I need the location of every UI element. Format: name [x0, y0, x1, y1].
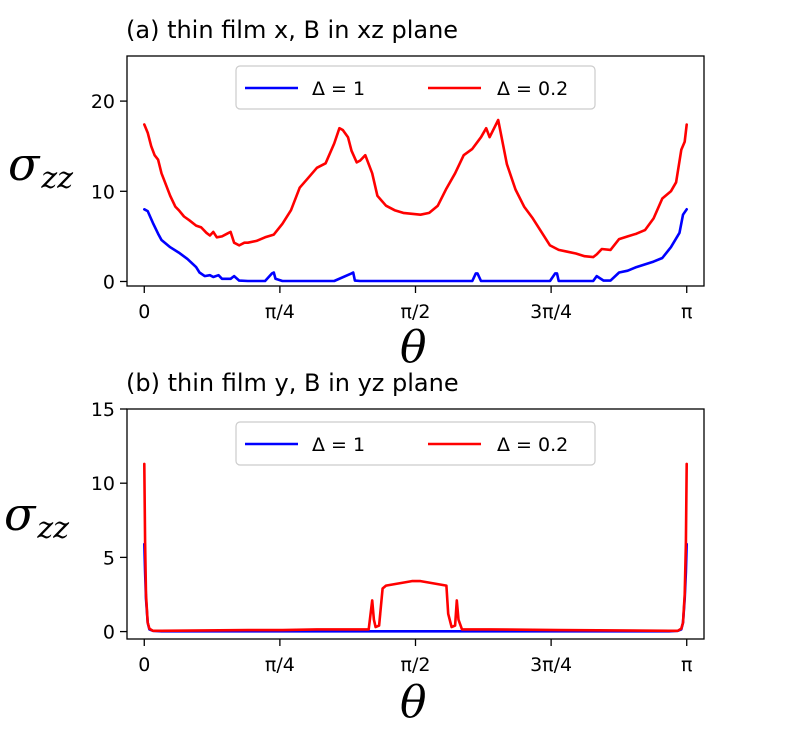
- panel-b-x-tick-label-5: π: [681, 654, 692, 676]
- panel-b-y-axis-label: σzz: [4, 487, 69, 546]
- panel-b-y-label-main: σ: [4, 487, 37, 541]
- panel-b-legend: Δ = 1 Δ = 0.2: [235, 421, 596, 466]
- panel-a-y-axis-label: σzz: [8, 137, 73, 196]
- panel-a: (a) thin film x, B in xz plane 0 π/4 π/2 3π…: [8, 16, 705, 373]
- panel-b-x-tick-label-1: 0: [138, 654, 150, 676]
- panel-a-x-tick-label-5: π: [681, 301, 692, 323]
- panel-b-y-tick-label-4: 15: [91, 399, 115, 421]
- panel-a-legend-box: [235, 65, 596, 110]
- panel-b-legend-label-2: Δ = 0.2: [497, 434, 568, 456]
- panel-a-y-tick-label-3: 20: [91, 91, 115, 113]
- panel-b-series-2-line: [143, 462, 688, 633]
- panel-a-x-tick-label-3: π/2: [401, 301, 431, 323]
- panel-a-y-tick-label-2: 10: [91, 181, 115, 203]
- panel-b-y-tick-label-2: 5: [103, 547, 115, 569]
- panel-b-series: [143, 462, 688, 633]
- panel-a-x-tick-label-1: 0: [138, 301, 150, 323]
- panel-a-series: [143, 118, 688, 283]
- panel-b-x-tick-label-3: π/2: [401, 654, 431, 676]
- panel-a-legend-label-1: Δ = 1: [312, 78, 365, 100]
- panel-a-series-2-line: [143, 118, 688, 259]
- panel-a-series-1-line: [143, 208, 688, 283]
- panel-b-x-tick-label-2: π/4: [265, 654, 295, 676]
- panel-b-y-label-sub: zz: [36, 511, 69, 546]
- panel-b-x-axis-label: θ: [400, 677, 427, 728]
- panel-a-ticks: 0 π/4 π/2 3π/4 π 0 10 20: [91, 91, 693, 323]
- panel-a-y-label-main: σ: [8, 137, 41, 191]
- panel-a-title: (a) thin film x, B in xz plane: [126, 16, 458, 44]
- panel-a-legend: Δ = 1 Δ = 0.2: [235, 65, 596, 110]
- panel-b: (b) thin film y, B in yz plane 0 π/4 π/2 3π…: [4, 369, 705, 728]
- panel-a-x-tick-label-4: 3π/4: [530, 301, 572, 323]
- panel-b-y-tick-label-1: 0: [103, 622, 115, 644]
- panel-b-title: (b) thin film y, B in yz plane: [126, 369, 459, 397]
- panel-b-ticks: 0 π/4 π/2 3π/4 π 0 5 10 15: [91, 399, 693, 676]
- panel-b-x-tick-label-4: 3π/4: [530, 654, 572, 676]
- panel-a-legend-label-2: Δ = 0.2: [497, 78, 568, 100]
- panel-b-y-tick-label-3: 10: [91, 473, 115, 495]
- panel-a-y-tick-label-1: 0: [103, 271, 115, 293]
- panel-b-legend-label-1: Δ = 1: [312, 434, 365, 456]
- panel-b-legend-box: [235, 421, 596, 466]
- panel-a-x-tick-label-2: π/4: [265, 301, 295, 323]
- panel-b-series-1-line: [143, 542, 688, 633]
- panel-a-y-label-sub: zz: [40, 161, 73, 196]
- panel-a-x-axis-label: θ: [400, 322, 427, 373]
